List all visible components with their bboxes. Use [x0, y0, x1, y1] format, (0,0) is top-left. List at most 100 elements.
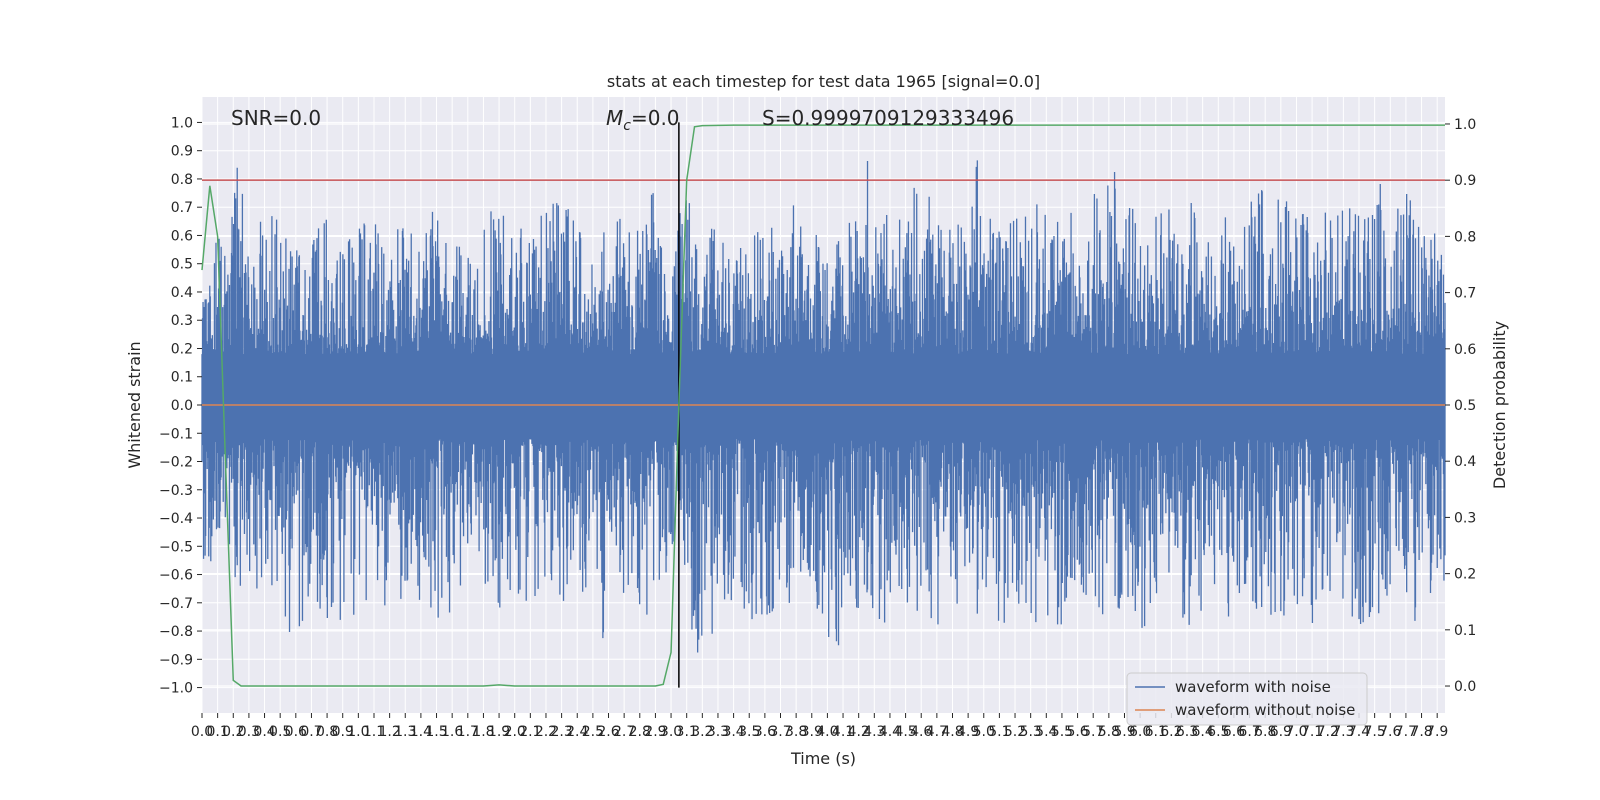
x-tick-label: 0.0 — [191, 724, 213, 740]
x-tick-label: 4.2 — [848, 724, 870, 740]
y-tick-label: −0.7 — [159, 596, 193, 612]
x-tick-label: 1.7 — [457, 724, 479, 740]
x-tick-label: 4.8 — [941, 724, 963, 740]
detection-probability-line — [201, 124, 1445, 687]
x-tick-label: 3.5 — [738, 724, 760, 740]
x-tick-label: 4.0 — [816, 724, 838, 740]
x-tick-label: 7.4 — [1348, 724, 1370, 740]
y-tick-label: 0.4 — [171, 285, 193, 301]
mc-symbol: M — [606, 106, 623, 130]
y2-tick-label: 0.0 — [1454, 679, 1476, 695]
x-tick-label: 2.3 — [550, 724, 572, 740]
x-tick-label: 7.1 — [1301, 724, 1323, 740]
x-tick-label: 0.5 — [269, 724, 291, 740]
y2-tick-label: 0.7 — [1454, 286, 1476, 302]
y-tick-label: −0.2 — [159, 455, 193, 471]
x-tick-label: 7.8 — [1410, 724, 1432, 740]
x-tick-label: 1.3 — [394, 724, 416, 740]
legend-box — [1126, 672, 1368, 726]
x-tick-label: 0.3 — [238, 724, 260, 740]
x-axis-label: Time (s) — [790, 749, 856, 768]
x-tick-label: 0.8 — [316, 724, 338, 740]
x-tick-label: 1.1 — [363, 724, 385, 740]
x-tick-label: 4.9 — [957, 724, 979, 740]
y-tick-label: 0.8 — [171, 172, 193, 188]
x-tick-label: 5.7 — [1082, 724, 1104, 740]
x-tick-label: 2.1 — [519, 724, 541, 740]
x-tick-label: 6.5 — [1207, 724, 1229, 740]
x-tick-label: 5.3 — [1020, 724, 1042, 740]
x-tick-label: 4.7 — [926, 724, 948, 740]
x-tick-label: 6.0 — [1129, 724, 1151, 740]
mc-annotation: Mc=0.0 — [606, 106, 680, 134]
legend-label-waveform-with-noise: waveform with noise — [1175, 678, 1331, 696]
x-tick-label: 2.4 — [566, 724, 588, 740]
y2-tick-label: 1.0 — [1454, 117, 1476, 133]
x-tick-label: 3.3 — [707, 724, 729, 740]
x-tick-label: 1.9 — [488, 724, 510, 740]
y-tick-label: −0.3 — [159, 483, 193, 499]
x-tick-label: 6.7 — [1238, 724, 1260, 740]
x-tick-label: 1.0 — [347, 724, 369, 740]
x-tick-label: 2.9 — [644, 724, 666, 740]
y-tick-label: −0.9 — [159, 652, 193, 668]
x-tick-label: 1.6 — [441, 724, 463, 740]
y-axis-label: Whitened strain — [125, 341, 144, 468]
x-tick-label: 6.1 — [1145, 724, 1167, 740]
x-tick-label: 1.8 — [472, 724, 494, 740]
y2-tick-label: 0.8 — [1454, 229, 1476, 245]
x-tick-label: 3.6 — [754, 724, 776, 740]
x-tick-label: 2.7 — [613, 724, 635, 740]
x-tick-label: 6.4 — [1192, 724, 1214, 740]
y-tick-label: 0.0 — [171, 398, 193, 414]
mc-subscript: c — [623, 118, 631, 134]
x-tick-label: 7.7 — [1395, 724, 1417, 740]
x-tick-label: 6.3 — [1176, 724, 1198, 740]
x-tick-label: 5.8 — [1098, 724, 1120, 740]
x-tick-label: 7.5 — [1364, 724, 1386, 740]
x-tick-label: 2.6 — [597, 724, 619, 740]
chart-title: stats at each timestep for test data 196… — [607, 72, 1040, 91]
x-tick-label: 7.6 — [1379, 724, 1401, 740]
y-tick-label: −0.8 — [159, 624, 193, 640]
y2-tick-label: 0.9 — [1454, 173, 1476, 189]
x-tick-label: 6.9 — [1270, 724, 1292, 740]
y-tick-label: 0.5 — [171, 257, 193, 273]
x-tick-label: 0.6 — [285, 724, 307, 740]
x-tick-label: 0.4 — [253, 724, 275, 740]
x-tick-label: 6.2 — [1160, 724, 1182, 740]
y2-tick-label: 0.6 — [1454, 342, 1476, 358]
x-tick-label: 1.5 — [425, 724, 447, 740]
y2-tick-label: 0.3 — [1454, 510, 1476, 526]
mc-value: =0.0 — [631, 106, 680, 130]
x-tick-label: 3.7 — [769, 724, 791, 740]
x-tick-label: 5.9 — [1113, 724, 1135, 740]
x-tick-label: 3.8 — [785, 724, 807, 740]
x-tick-label: 5.5 — [1051, 724, 1073, 740]
x-tick-label: 6.6 — [1223, 724, 1245, 740]
x-tick-label: 4.6 — [910, 724, 932, 740]
x-tick-label: 2.2 — [535, 724, 557, 740]
waveform-with-noise-strokes — [201, 160, 1446, 653]
legend: waveform with noise waveform without noi… — [1126, 672, 1368, 726]
y-tick-label: −0.5 — [159, 539, 193, 555]
x-tick-label: 0.9 — [332, 724, 354, 740]
x-tick-label: 4.5 — [894, 724, 916, 740]
y2-tick-label: 0.2 — [1454, 567, 1476, 583]
x-tick-label: 5.2 — [1004, 724, 1026, 740]
y2-tick-label: 0.4 — [1454, 454, 1476, 470]
x-tick-label: 2.0 — [504, 724, 526, 740]
legend-label-waveform-without-noise: waveform without noise — [1175, 701, 1355, 719]
y2-tick-label: 0.5 — [1454, 398, 1476, 414]
curve-layer — [201, 122, 1445, 688]
y-tick-label: 0.1 — [171, 370, 193, 386]
x-tick-label: 7.3 — [1332, 724, 1354, 740]
axes: −1.0 −0.9 −0.8 −0.7 −0.6 −0.5 −0.4 −0.3 −0.2 −0.1… — [159, 115, 1476, 740]
y2-axis-label: Detection probability — [1490, 321, 1509, 489]
y2-tick-label: 0.1 — [1454, 623, 1476, 639]
x-tick-label: 3.9 — [801, 724, 823, 740]
x-tick-label: 5.6 — [1066, 724, 1088, 740]
x-tick-label: 7.9 — [1426, 724, 1448, 740]
x-tick-label: 3.0 — [660, 724, 682, 740]
